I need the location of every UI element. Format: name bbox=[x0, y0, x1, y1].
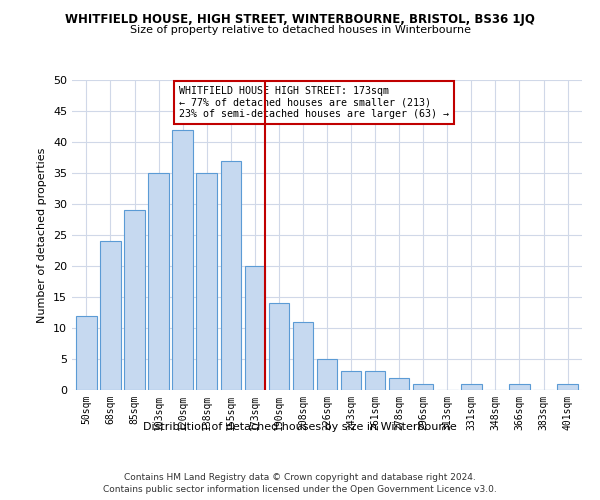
Text: Distribution of detached houses by size in Winterbourne: Distribution of detached houses by size … bbox=[143, 422, 457, 432]
Bar bbox=[461, 384, 482, 390]
Bar bbox=[221, 160, 241, 390]
Bar bbox=[557, 384, 578, 390]
Text: Contains public sector information licensed under the Open Government Licence v3: Contains public sector information licen… bbox=[103, 485, 497, 494]
Text: Contains HM Land Registry data © Crown copyright and database right 2024.: Contains HM Land Registry data © Crown c… bbox=[124, 472, 476, 482]
Text: WHITFIELD HOUSE, HIGH STREET, WINTERBOURNE, BRISTOL, BS36 1JQ: WHITFIELD HOUSE, HIGH STREET, WINTERBOUR… bbox=[65, 12, 535, 26]
Text: Size of property relative to detached houses in Winterbourne: Size of property relative to detached ho… bbox=[130, 25, 470, 35]
Bar bbox=[317, 359, 337, 390]
Bar bbox=[413, 384, 433, 390]
Bar bbox=[100, 241, 121, 390]
Bar bbox=[509, 384, 530, 390]
Bar bbox=[269, 303, 289, 390]
Bar bbox=[389, 378, 409, 390]
Bar bbox=[365, 372, 385, 390]
Text: WHITFIELD HOUSE HIGH STREET: 173sqm
← 77% of detached houses are smaller (213)
2: WHITFIELD HOUSE HIGH STREET: 173sqm ← 77… bbox=[179, 86, 449, 120]
Bar bbox=[124, 210, 145, 390]
Bar bbox=[76, 316, 97, 390]
Bar bbox=[148, 173, 169, 390]
Bar bbox=[245, 266, 265, 390]
Bar bbox=[341, 372, 361, 390]
Y-axis label: Number of detached properties: Number of detached properties bbox=[37, 148, 47, 322]
Bar bbox=[293, 322, 313, 390]
Bar bbox=[196, 173, 217, 390]
Bar bbox=[172, 130, 193, 390]
